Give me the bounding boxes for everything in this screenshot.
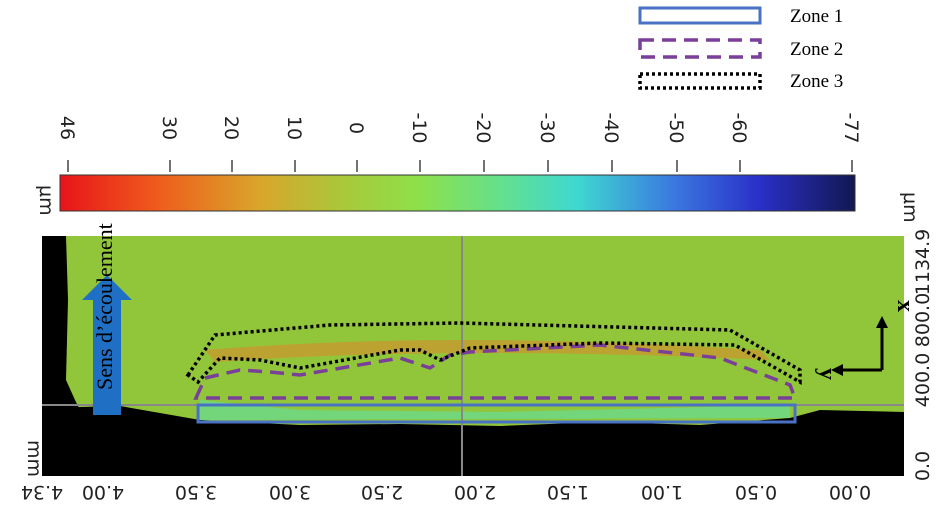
y-tick-label: 1134.9 <box>912 229 934 295</box>
dark-region <box>42 236 80 410</box>
axis-letter: y <box>814 368 840 380</box>
y-tick-label: 800.0 <box>912 293 934 347</box>
x-tick-label: 1.50 <box>547 481 589 503</box>
legend-label: Zone 2 <box>790 39 843 60</box>
colorbar-tick-label: -10 <box>408 112 430 143</box>
colorbar-tick-label: 0 <box>345 122 367 134</box>
colorbar <box>59 174 856 212</box>
colorbar-tick-label: 10 <box>283 116 305 140</box>
x-tick-label: 2.50 <box>361 481 403 503</box>
x-tick-label: 3.50 <box>175 481 217 503</box>
x-tick-label: 2.00 <box>454 481 496 503</box>
colorbar-tick-label: -30 <box>536 112 558 143</box>
zone3-symbol <box>638 72 762 90</box>
zone3 <box>185 321 802 386</box>
zone2-symbol <box>638 38 762 59</box>
x-tick-label: 4.34 <box>21 481 63 503</box>
y-tick-label: 400.0 <box>912 353 934 407</box>
colorbar-tick-label: 46 <box>56 116 78 140</box>
arrowheads <box>831 316 888 376</box>
colorbar-tick-label: -20 <box>472 112 494 143</box>
flow-arrow <box>82 275 132 415</box>
colorbar-tick-label: 30 <box>158 116 180 140</box>
zone1 <box>196 403 797 424</box>
x-tick-label: 0.50 <box>735 481 777 503</box>
colorbar-tick-label: -50 <box>665 112 687 143</box>
colorbar-tick-label: -60 <box>728 112 750 143</box>
zone1-symbol <box>638 6 762 25</box>
x-tick-label: 4.00 <box>82 481 124 503</box>
legend-label: Zone 3 <box>790 71 843 92</box>
colorbar-tick-label: 20 <box>220 116 242 140</box>
y-unit: µm <box>899 192 921 223</box>
axes-arrows <box>840 325 884 372</box>
legend-label: Zone 1 <box>790 6 843 27</box>
colorbar-unit: µm <box>35 185 57 216</box>
flow-label: Sens d’écoulement <box>92 223 117 390</box>
x-tick-label: 3.00 <box>269 481 311 503</box>
axis-letter: x <box>892 300 918 312</box>
y-tick-label: 0.0 <box>912 451 934 481</box>
colorbar-tick-label: -77 <box>840 112 862 143</box>
x-unit: mm <box>23 440 45 477</box>
edge-region <box>200 400 790 420</box>
x-tick-label: 0.00 <box>829 481 871 503</box>
colorbar-tick-label: -40 <box>600 112 622 143</box>
x-tick-label: 1.00 <box>641 481 683 503</box>
